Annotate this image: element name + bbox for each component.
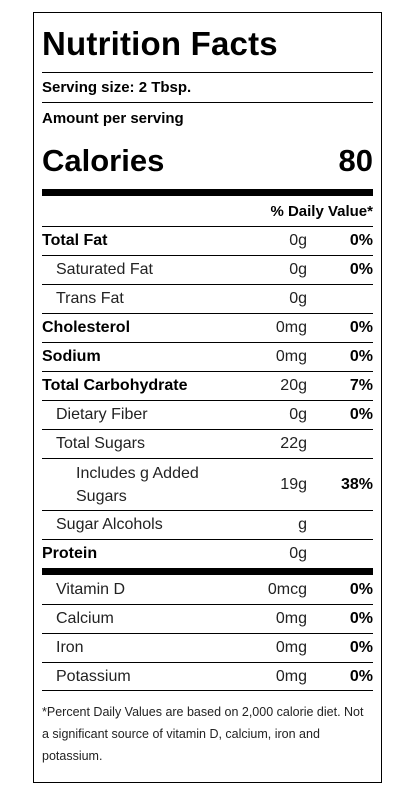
vitamin-dv: 0% [349,580,373,598]
nutrient-amount: 0g [289,406,307,423]
vitamin-name: Iron [56,639,84,656]
nutrient-name: Total Fat [42,232,108,249]
nutrient-row-total-sugars: Total Sugars 22g [42,429,373,458]
vitamin-name: Calcium [56,610,114,627]
title-divider [42,72,373,73]
nutrient-row-dietary-fiber: Dietary Fiber 0g 0% [42,400,373,429]
nutrient-amount: 0g [289,290,307,307]
nutrient-row-added-sugars: Includes g Added Sugars 19g 38% [42,458,373,510]
nutrient-dv: 0% [349,261,373,278]
daily-value-header: % Daily Value* [270,202,373,220]
nutrient-amount: 20g [280,377,307,394]
vitamin-dv: 0% [349,667,373,685]
calories-value: 80 [338,143,373,178]
serving-size: Serving size: 2 Tbsp. [42,79,192,96]
nutrient-row-protein: Protein 0g [42,539,373,568]
calories-row: Calories 80 [42,133,373,189]
nutrient-name: Sodium [42,348,101,365]
nutrient-amount: 0g [289,545,307,562]
nutrient-name: Saturated Fat [56,261,153,278]
calories-label: Calories [42,143,165,178]
nutrient-name: Dietary Fiber [56,406,148,423]
vitamin-dv: 0% [349,610,373,627]
label-title: Nutrition Facts [42,25,278,62]
nutrient-name: Total Carbohydrate [42,377,188,394]
nutrient-dv: 0% [349,348,373,365]
vitamin-amount: 0mg [275,610,307,627]
vitamin-amount: 0mg [275,667,307,685]
nutrient-amount: 0mg [275,319,307,336]
nutrient-dv: 0% [349,406,373,423]
nutrient-row-sugar-alcohols: Sugar Alcohols g [42,510,373,539]
nutrient-row-trans-fat: Trans Fat 0g [42,284,373,313]
nutrient-dv: 38% [340,475,373,493]
vitamin-row-calcium: Calcium 0mg 0% [42,604,373,633]
label-content: Nutrition Facts Serving size: 2 Tbsp. Am… [42,13,373,767]
vitamins-divider [42,568,373,575]
nutrient-dv: 0% [349,232,373,249]
calories-divider [42,189,373,196]
nutrient-name: Trans Fat [56,290,124,307]
vitamin-dv: 0% [349,639,373,656]
nutrition-label: Nutrition Facts Serving size: 2 Tbsp. Am… [33,12,382,783]
amount-per-serving: Amount per serving [42,109,184,127]
vitamin-name: Vitamin D [56,580,126,598]
nutrient-name: Protein [42,545,98,562]
nutrient-amount: 0g [289,261,307,278]
daily-value-footnote: *Percent Daily Values are based on 2,000… [42,705,364,763]
serving-divider [42,102,373,103]
nutrient-row-total-fat: Total Fat 0g 0% [42,226,373,255]
nutrient-row-sodium: Sodium 0mg 0% [42,342,373,371]
nutrient-amount: 19g [280,475,307,493]
nutrient-name: Includes g Added Sugars [76,464,199,505]
nutrient-row-total-carbohydrate: Total Carbohydrate 20g 7% [42,371,373,400]
nutrient-amount: 22g [280,435,307,452]
nutrient-name: Total Sugars [56,435,145,452]
nutrient-amount: 0g [289,232,307,249]
nutrient-amount: 0mg [275,348,307,365]
vitamin-amount: 0mcg [267,580,307,598]
nutrient-dv: 7% [349,377,373,394]
vitamin-row-potassium: Potassium 0mg 0% [42,662,373,691]
nutrient-row-cholesterol: Cholesterol 0mg 0% [42,313,373,342]
vitamin-amount: 0mg [275,639,307,656]
vitamin-row-vitamin-d: Vitamin D 0mcg 0% [42,575,373,604]
nutrient-name: Cholesterol [42,319,131,336]
vitamin-name: Potassium [56,667,131,685]
nutrient-row-saturated-fat: Saturated Fat 0g 0% [42,255,373,284]
vitamin-row-iron: Iron 0mg 0% [42,633,373,662]
nutrient-name: Sugar Alcohols [56,516,163,533]
nutrient-dv: 0% [349,319,373,336]
nutrient-amount: g [298,516,307,533]
